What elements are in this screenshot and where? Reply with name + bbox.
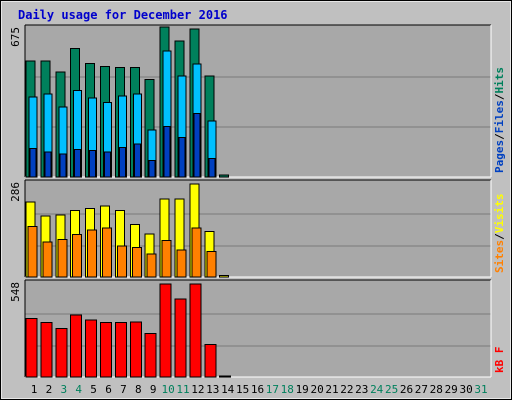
panel-2-sites-bar-day-1	[27, 226, 38, 278]
panel-3-kb-f-bar-day-3	[55, 328, 68, 378]
panel-2-sites-bar-day-8	[131, 247, 142, 278]
panel-1-pages-bar-day-9	[148, 160, 156, 178]
day-label-28: 28	[430, 383, 443, 396]
day-label-17: 17	[266, 383, 279, 396]
panel-3-kb-f-bar-day-4	[70, 314, 83, 378]
panel-2-sites-bar-day-2	[42, 241, 53, 278]
panel-2-sites-bar-day-13	[206, 251, 217, 278]
day-label-31: 31	[474, 383, 487, 396]
day-label-14: 14	[221, 383, 235, 396]
day-label-25: 25	[385, 383, 398, 396]
panel-3-legend: kB F	[493, 347, 506, 374]
day-label-27: 27	[415, 383, 428, 396]
day-label-24: 24	[370, 383, 384, 396]
day-label-21: 21	[325, 383, 338, 396]
panel-3-kb-f-bar-day-8	[129, 321, 142, 378]
panel-1-pages-bar-day-3	[59, 153, 67, 178]
panel-3-kb-f-bar-day-10	[159, 283, 172, 378]
day-label-30: 30	[459, 383, 472, 396]
day-label-11: 11	[176, 383, 189, 396]
day-label-6: 6	[105, 383, 112, 396]
panel-3-kb-f-bar-day-5	[85, 319, 98, 378]
day-label-10: 10	[161, 383, 174, 396]
panel-1-hits-bar-day-14	[219, 174, 230, 178]
panel-3-kb-f-bar-day-7	[114, 322, 127, 378]
panel-2-legend: Sites/Visits	[493, 194, 506, 274]
panel-3-kb-f-bar-day-12	[189, 283, 202, 378]
day-label-19: 19	[296, 383, 309, 396]
panel-1-legend-item-4: /	[493, 93, 506, 100]
panel-1-pages-bar-day-10	[163, 126, 171, 178]
panel-3-kb-f-bar-day-11	[174, 298, 187, 378]
day-label-2: 2	[46, 383, 53, 396]
day-label-3: 3	[60, 383, 67, 396]
panel-2-sites-bar-day-12	[191, 227, 202, 278]
panel-1-legend-item-1: Pages	[493, 140, 506, 173]
panel-1-pages-bar-day-7	[118, 146, 126, 178]
panel-2-legend-item-1: Sites	[493, 240, 506, 273]
panel-2-legend-item-3: Visits	[493, 194, 506, 234]
panel-2-sites-bar-day-11	[176, 249, 187, 278]
panel-1-pages-bar-day-6	[104, 151, 111, 178]
day-label-5: 5	[90, 383, 97, 396]
panel-1-pages-bar-day-11	[178, 137, 186, 178]
panel-1-legend: Pages/Files/Hits	[493, 67, 506, 173]
day-label-29: 29	[445, 383, 458, 396]
panel-2-ymax-label: 286	[9, 182, 22, 202]
day-label-16: 16	[251, 383, 264, 396]
day-label-23: 23	[355, 383, 368, 396]
day-label-22: 22	[340, 383, 353, 396]
panel-1-pages-bar-day-12	[193, 112, 201, 178]
panel-2-sites-bar-day-4	[72, 234, 83, 278]
day-label-4: 4	[75, 383, 82, 396]
day-label-12: 12	[191, 383, 204, 396]
panel-1-pages-bar-day-4	[74, 149, 82, 178]
panel-1-pages-bar-day-2	[44, 151, 52, 178]
day-label-8: 8	[135, 383, 142, 396]
panel-1-ymax-label: 675	[9, 27, 22, 47]
panel-1-legend-item-2: /	[493, 133, 506, 140]
panel-1-pages-bar-day-8	[133, 143, 141, 178]
panel-2-sites-bar-day-7	[116, 245, 127, 278]
day-label-1: 1	[31, 383, 38, 396]
day-label-9: 9	[150, 383, 157, 396]
panel-1-legend-item-5: Hits	[493, 67, 506, 94]
panel-2-sites-bar-day-6	[102, 227, 112, 278]
panel-3-kb-f-bar-day-14	[219, 375, 232, 378]
chart-title: Daily usage for December 2016	[18, 8, 228, 22]
day-label-18: 18	[281, 383, 294, 396]
panel-1-pages-bar-day-5	[89, 150, 97, 178]
panel-3-kb-f-bar-day-1	[25, 317, 38, 378]
panel-1-pages-bar-day-1	[29, 147, 37, 178]
panel-3-kb-f-bar-day-9	[144, 333, 157, 378]
day-label-13: 13	[206, 383, 219, 396]
panel-2-sites-bar-day-9	[146, 253, 157, 278]
panel-3-ymax-label: 548	[9, 282, 22, 302]
panel-3-legend-item-1: kB F	[493, 347, 506, 374]
day-label-7: 7	[120, 383, 127, 396]
panel-2-sites-bar-day-5	[87, 229, 98, 278]
panel-2-sites-bar-day-10	[161, 239, 172, 278]
panel-2-visits-bar-day-14	[219, 275, 230, 278]
panel-2-legend-item-2: /	[493, 233, 506, 240]
panel-3-kb-f-bar-day-2	[40, 322, 53, 378]
panel-1-legend-item-3: Files	[493, 100, 506, 133]
day-label-26: 26	[400, 383, 413, 396]
panel-3-kb-f-bar-day-13	[204, 343, 217, 378]
panel-2-sites-bar-day-3	[57, 239, 68, 278]
day-label-15: 15	[236, 383, 249, 396]
day-label-20: 20	[310, 383, 323, 396]
panel-3-kb-f-bar-day-6	[100, 322, 112, 378]
panel-1-pages-bar-day-13	[208, 157, 216, 178]
